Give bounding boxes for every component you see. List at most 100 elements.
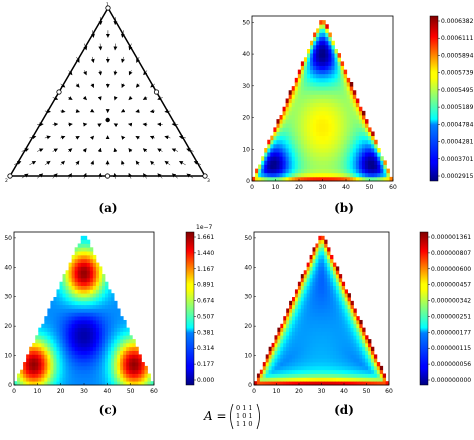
heatmap-cell xyxy=(309,369,313,374)
heatmap-cell xyxy=(358,156,363,161)
heatmap-cell xyxy=(291,143,296,149)
heatmap-cell xyxy=(132,354,136,359)
heatmap-cell xyxy=(300,98,305,104)
heatmap-cell xyxy=(80,285,85,290)
heatmap-cell xyxy=(325,69,329,75)
heatmap-cell xyxy=(340,168,345,174)
heatmap-cell xyxy=(95,316,100,321)
heatmap-cell xyxy=(294,119,299,124)
heatmap-cell xyxy=(313,123,317,128)
heatmap-cell xyxy=(306,168,311,174)
x-tick-label: 60 xyxy=(389,184,397,191)
heatmap-cell xyxy=(337,73,341,79)
heatmap-cell xyxy=(368,172,372,178)
unstable-equilibrium-point xyxy=(105,5,111,11)
heatmap-cell xyxy=(350,381,354,386)
heatmap-cell xyxy=(319,152,323,157)
heatmap-cell xyxy=(258,168,262,174)
heatmap-cell xyxy=(368,377,372,382)
heatmap-cell xyxy=(334,148,338,153)
heatmap-cell xyxy=(327,300,331,306)
heatmap-cell xyxy=(347,381,351,386)
heatmap-cell xyxy=(328,172,332,178)
heatmap-cell xyxy=(53,369,57,374)
heatmap-cell xyxy=(268,381,272,386)
heatmap-cell xyxy=(297,106,302,112)
heatmap-cell xyxy=(77,247,82,252)
heatmap-cell xyxy=(321,339,325,344)
heatmap-cell xyxy=(62,285,66,290)
heatmap-cell xyxy=(352,156,357,161)
heatmap-cell xyxy=(328,61,332,66)
heatmap-cell xyxy=(368,156,372,161)
heatmap-cell xyxy=(297,304,302,309)
heatmap-cell xyxy=(309,281,313,286)
heatmap-cell xyxy=(327,270,331,275)
heatmap-cell xyxy=(108,331,112,336)
heatmap-cell xyxy=(294,152,299,157)
heatmap-cell xyxy=(318,312,322,317)
heatmap-cell xyxy=(380,164,384,170)
heatmap-cell xyxy=(344,358,348,363)
heatmap-cell xyxy=(349,131,354,137)
heatmap-cell xyxy=(68,365,73,371)
heatmap-cell xyxy=(267,148,271,153)
heatmap-cell xyxy=(313,40,317,46)
heatmap-cell xyxy=(300,308,305,313)
heatmap-cell xyxy=(95,277,100,283)
heatmap-cell xyxy=(80,270,85,275)
heatmap-cell xyxy=(123,365,127,371)
heatmap-cell xyxy=(346,77,351,83)
heatmap-cell xyxy=(53,377,57,382)
heatmap-cell xyxy=(344,354,348,359)
heatmap-cell xyxy=(86,346,91,351)
heatmap-cell xyxy=(277,365,281,371)
heatmap-cell xyxy=(120,365,124,371)
heatmap-cell xyxy=(344,346,348,351)
heatmap-cell xyxy=(324,319,328,325)
heatmap-cell xyxy=(312,327,316,332)
vector-arrow xyxy=(150,160,155,166)
heatmap-cell xyxy=(349,168,354,174)
heatmap-cell xyxy=(291,131,296,137)
heatmap-cell xyxy=(300,164,305,170)
heatmap-cell xyxy=(306,156,311,161)
heatmap-cell xyxy=(74,277,79,283)
heatmap-cell xyxy=(283,365,287,371)
heatmap-cell xyxy=(35,346,39,351)
heatmap-cell xyxy=(262,369,267,374)
heatmap-cell xyxy=(346,148,351,153)
heatmap-cell xyxy=(86,254,91,260)
heatmap-cell xyxy=(377,156,381,161)
heatmap-cell xyxy=(300,94,305,99)
heatmap-cell xyxy=(47,308,51,313)
heatmap-cell xyxy=(101,358,106,363)
heatmap-cell xyxy=(309,297,313,302)
heatmap-cell xyxy=(288,156,293,161)
heatmap-cell xyxy=(331,69,335,75)
heatmap-cell xyxy=(286,354,290,359)
heatmap-cell xyxy=(86,266,91,271)
heatmap-cell xyxy=(138,373,142,378)
heatmap-cell xyxy=(309,300,313,306)
heatmap-cell xyxy=(38,373,42,378)
heatmap-cell xyxy=(62,319,66,325)
heatmap-cell xyxy=(111,377,115,382)
heatmap-cell xyxy=(83,274,88,279)
heatmap-cell xyxy=(340,119,345,124)
heatmap-cell xyxy=(300,369,305,374)
heatmap-cell xyxy=(309,285,313,290)
heatmap-cell xyxy=(29,350,33,355)
heatmap-cell xyxy=(279,127,283,132)
heatmap-cell xyxy=(328,152,332,157)
heatmap-cell xyxy=(325,82,329,87)
heatmap-cell xyxy=(68,312,73,317)
heatmap-cell xyxy=(285,156,290,161)
heatmap-cell xyxy=(294,339,299,344)
heatmap-cell xyxy=(111,373,115,378)
colorbar-tick-label: 0.0006382 xyxy=(441,18,474,25)
heatmap-cell xyxy=(346,119,351,124)
heatmap-cell xyxy=(306,331,310,336)
heatmap-cell xyxy=(355,148,360,153)
heatmap-cell xyxy=(105,289,109,294)
